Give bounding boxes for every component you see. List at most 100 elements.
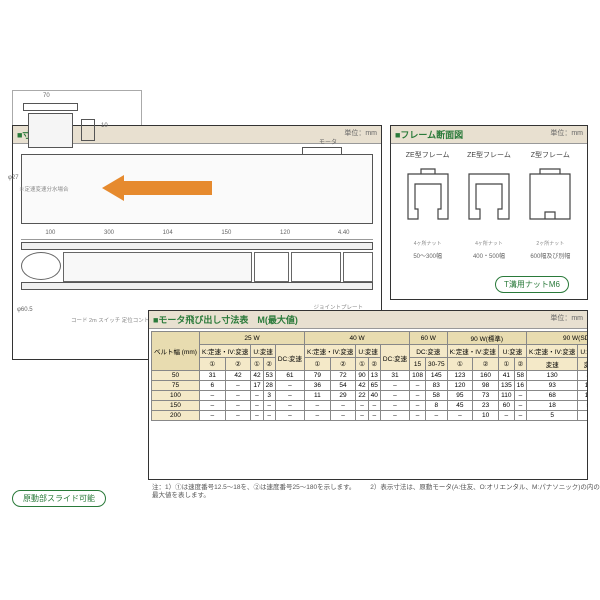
cell: –: [199, 401, 225, 411]
frame-profile-icon: [464, 164, 514, 234]
row-width: 100: [152, 391, 200, 401]
cell: –: [225, 381, 251, 391]
sub: ②: [263, 358, 275, 371]
plan-view: 100 300 104 150 120 4.40 φ60.5 コード 2m スイ…: [21, 242, 373, 297]
cell: 73: [473, 391, 499, 401]
assembly-row: [21, 252, 373, 282]
cell: 40: [368, 391, 380, 401]
drawing-unit: 単位：mm: [344, 128, 377, 141]
cell: 79: [305, 371, 331, 381]
cell: –: [410, 391, 426, 401]
table-unit: 単位：mm: [550, 313, 583, 326]
sub: U:変速: [356, 345, 381, 358]
cell: 22: [356, 391, 368, 401]
cell: 18: [527, 401, 578, 411]
cell: –: [251, 401, 263, 411]
dim-phi605: φ60.5: [17, 307, 33, 313]
table-tbody: 5031424253617972901331108145123160415813…: [152, 371, 588, 421]
sub: 30-75: [425, 358, 447, 371]
dim-10: 10: [101, 123, 108, 129]
cell: 130: [527, 371, 578, 381]
frame-name: Z型フレーム: [520, 150, 581, 160]
cross-header: ■フレーム断面図 単位：mm: [391, 126, 587, 144]
sub: K:定速・IV:変速: [305, 345, 356, 358]
frame-col-1: ZE型フレーム 4ヶ所ナット 50～300幅: [397, 150, 458, 274]
cell: –: [263, 401, 275, 411]
sub: U:変速: [498, 345, 526, 358]
sub: 変速: [578, 358, 587, 371]
cell: 110: [498, 391, 514, 401]
sub: ①: [199, 358, 225, 371]
frame-width: 400・500幅: [458, 251, 519, 260]
table-body: ベルト幅 (mm) 25 W 40 W 60 W 90 W(標準) 90 W(S…: [149, 329, 587, 423]
frame-name: ZE型フレーム: [458, 150, 519, 160]
cell: 135: [498, 381, 514, 391]
frame-width: 600幅及び別幅: [520, 251, 581, 260]
motor-label: モータ: [319, 137, 337, 146]
dim: 104: [138, 230, 197, 240]
sub: K:定速・IV:変速: [199, 345, 250, 358]
cell: –: [225, 411, 251, 421]
cell: 98: [473, 381, 499, 391]
cell: 10: [473, 411, 499, 421]
cell: –: [380, 381, 409, 391]
cell: 8: [425, 401, 447, 411]
sub-body: 70 10 ※定速変速分水場合: [13, 91, 141, 199]
cell: –: [275, 381, 304, 391]
cell: –: [275, 401, 304, 411]
dim: 300: [80, 230, 139, 240]
cell: 68: [527, 391, 578, 401]
top-dimensions: 100 300 104 150 120 4.40: [21, 230, 373, 240]
cell: 83: [425, 381, 447, 391]
cell: –: [225, 401, 251, 411]
dim: 150: [197, 230, 256, 240]
row-width: 150: [152, 401, 200, 411]
cell: 3: [263, 391, 275, 401]
frame-body: [63, 252, 252, 282]
cell: 42: [356, 381, 368, 391]
cell: 120: [447, 381, 473, 391]
sub: ①: [305, 358, 331, 371]
cell: 36: [305, 381, 331, 391]
frame-col-2: ZE型フレーム 4ヶ所ナット 400・500幅: [458, 150, 519, 274]
cell: –: [380, 411, 409, 421]
cell: –: [514, 401, 526, 411]
frame-profile-icon: [525, 164, 575, 234]
sub: DC:変速: [410, 345, 447, 358]
frame-profile-icon: [403, 164, 453, 234]
sub: 15: [410, 358, 426, 371]
table-group-row: ベルト幅 (mm) 25 W 40 W 60 W 90 W(標準) 90 W(S…: [152, 332, 588, 345]
cell: –: [368, 411, 380, 421]
cell: 45: [447, 401, 473, 411]
cell: –: [410, 411, 426, 421]
frame-nut: 4ヶ所ナット: [397, 240, 458, 247]
motor-shape: [302, 147, 342, 155]
cell: 41: [498, 371, 514, 381]
sub: ②: [225, 358, 251, 371]
cross-title: ■フレーム断面図: [395, 128, 463, 141]
pulley-left: [21, 252, 61, 280]
cell: –: [410, 381, 426, 391]
cell: 160: [473, 371, 499, 381]
cell: 16: [514, 381, 526, 391]
cell: –: [498, 411, 514, 421]
cell: 60: [498, 401, 514, 411]
motor-unit: [291, 252, 341, 282]
sub: DC:変速: [380, 345, 409, 371]
cell: 23: [473, 401, 499, 411]
cell: 17: [251, 381, 263, 391]
sub: K:定速・IV:変速: [527, 345, 578, 358]
frame-nut: 4ヶ所ナット: [458, 240, 519, 247]
motor-dimension-table: ベルト幅 (mm) 25 W 40 W 60 W 90 W(標準) 90 W(S…: [151, 331, 587, 421]
cell: –: [275, 411, 304, 421]
footnote: 注：1）①は速度番号12.5～18を、②は速度番号25～180を示します。 2）…: [152, 484, 600, 501]
cell: 53: [263, 371, 275, 381]
cell: –: [425, 411, 447, 421]
cell: –: [305, 401, 331, 411]
cell: 61: [275, 371, 304, 381]
sub-side-box: [81, 119, 95, 141]
grp: 90 W(SD2): [527, 332, 587, 345]
cross-section-panel: ■フレーム断面図 単位：mm ZE型フレーム 4ヶ所ナット 50～300幅 ZE…: [390, 125, 588, 300]
sub: K:定速・IV:変速: [447, 345, 498, 358]
table-row: 200–––––––––––––10––5––: [152, 411, 588, 421]
